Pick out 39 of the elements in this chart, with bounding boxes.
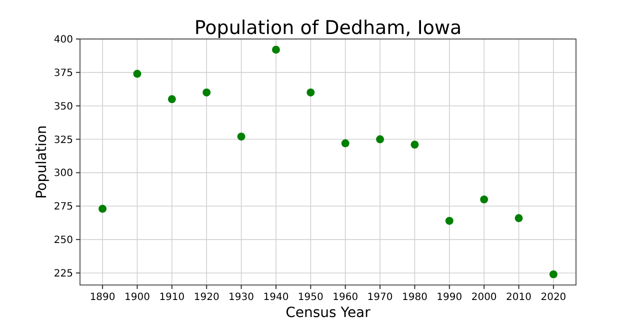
x-tick-label: 1930 [228, 292, 254, 303]
point [202, 88, 211, 96]
x-axis-title: Census Year [286, 305, 371, 320]
x-tick-label: 1950 [298, 292, 324, 303]
point [549, 270, 558, 278]
point [168, 95, 176, 104]
x-tick-label: 1970 [367, 292, 393, 303]
y-tick-label: 325 [54, 134, 73, 146]
y-tick-label: 375 [54, 68, 73, 79]
x-tick-label: 1980 [402, 292, 428, 303]
point [306, 88, 315, 96]
point [445, 216, 454, 225]
y-tick-label: 225 [54, 268, 73, 280]
x-tick-label: 1900 [124, 292, 150, 303]
y-tick-label: 275 [54, 202, 73, 213]
y-tick-label: 250 [54, 235, 73, 246]
point [98, 204, 107, 213]
x-tick-label: 1960 [332, 292, 358, 303]
y-tick-label: 400 [54, 34, 73, 46]
y-axis-title: Population [34, 125, 50, 199]
x-tick-label: 2000 [471, 292, 497, 303]
x-tick-label: 2010 [506, 292, 532, 303]
point [133, 70, 142, 78]
x-tick-label: 2020 [540, 292, 566, 303]
x-tick-label: 1910 [159, 292, 185, 303]
point [237, 132, 246, 141]
point [480, 195, 488, 204]
x-tick-label: 1990 [436, 292, 462, 303]
point [272, 46, 280, 54]
x-tick-label: 1940 [263, 292, 289, 303]
point [514, 214, 523, 222]
point [341, 139, 350, 148]
point [410, 140, 419, 149]
x-tick-label: 1920 [194, 292, 220, 303]
chart-title: Population of Dedham, Iowa [194, 17, 462, 39]
x-tick-label: 1890 [90, 292, 116, 303]
y-tick-label: 300 [54, 168, 73, 180]
point [376, 135, 384, 144]
y-tick-label: 350 [54, 101, 73, 112]
